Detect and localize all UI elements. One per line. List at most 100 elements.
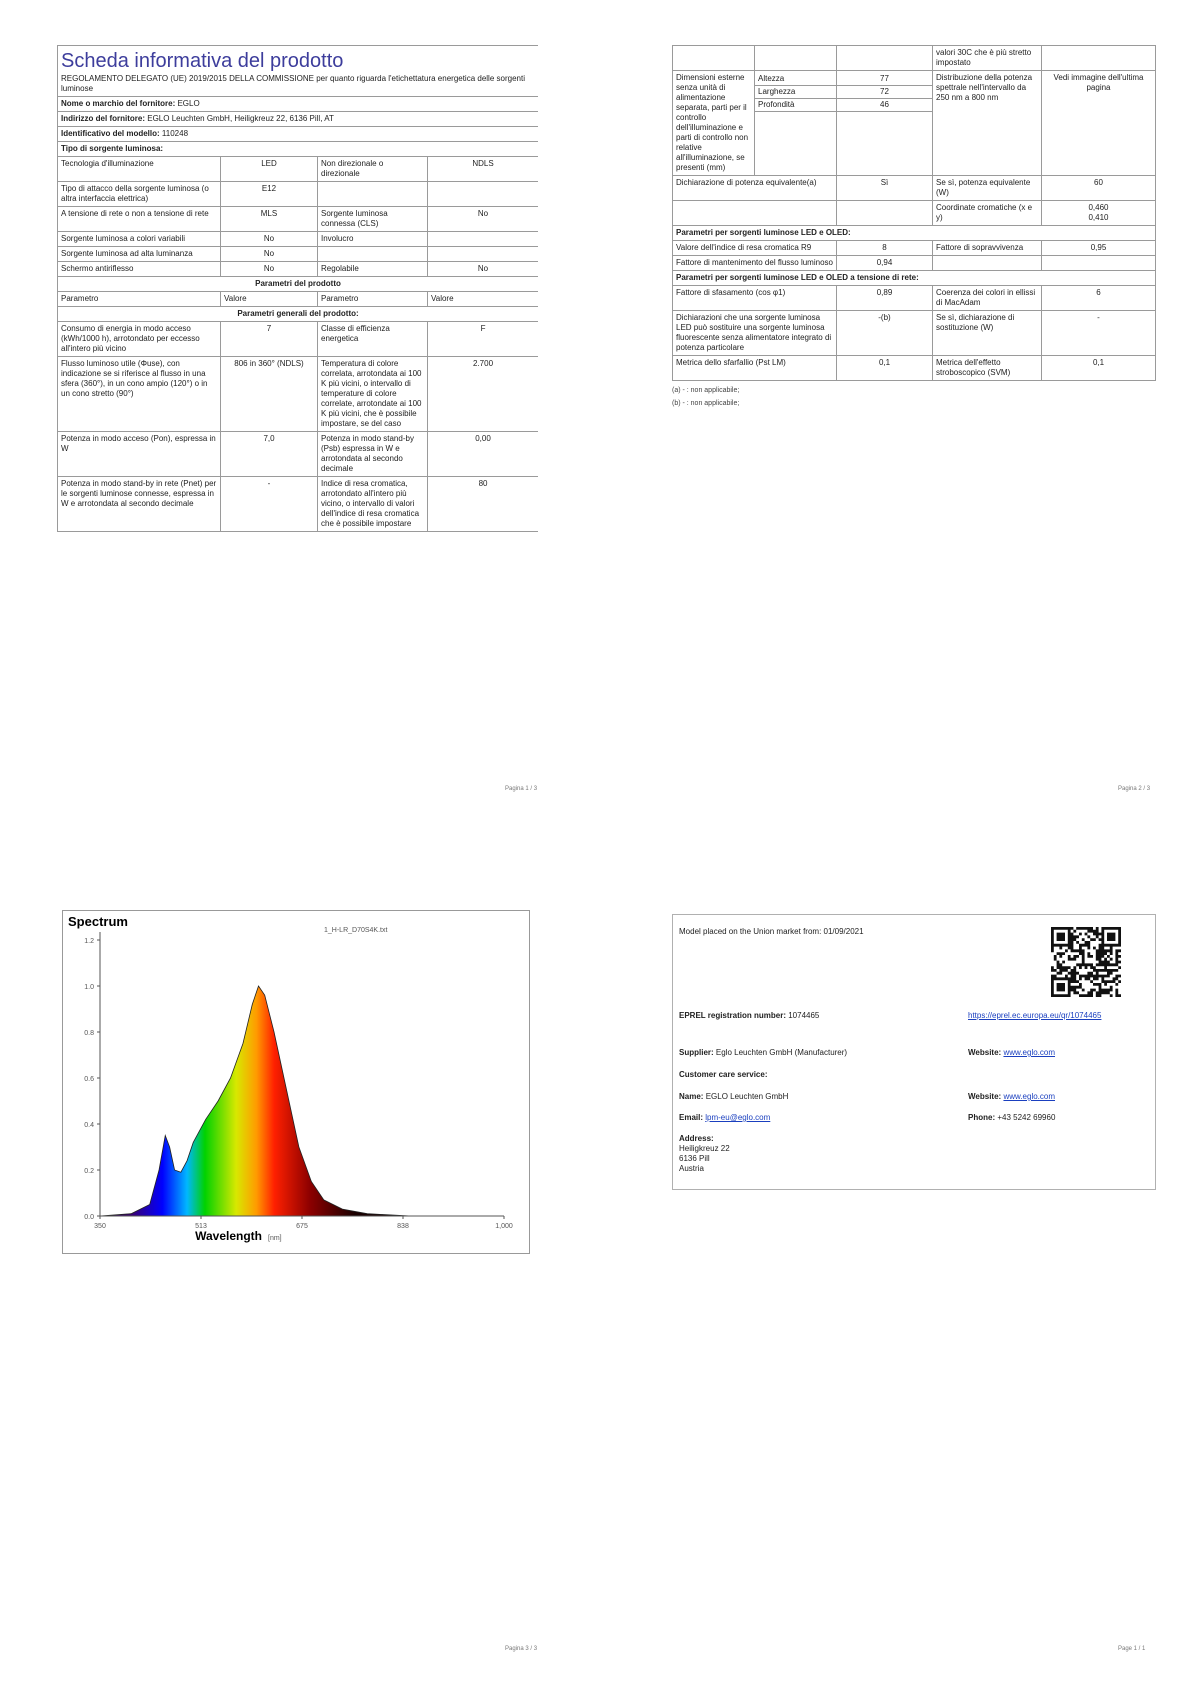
value: EGLO Leuchten GmbH xyxy=(705,1092,789,1101)
table-row: Fattore di mantenimento del flusso lumin… xyxy=(672,255,1156,271)
table-row: Tipo di sorgente luminosa: xyxy=(57,141,538,157)
table-cell xyxy=(754,45,837,71)
table-row: Fattore di sfasamento (cos φ1) 0,89 Coeren… xyxy=(672,285,1156,311)
footnote: (b) - : non applicabile; xyxy=(672,400,740,407)
table-cell: Sorgente luminosa a colori variabili xyxy=(57,231,221,247)
table-cell: 77 72 46 xyxy=(836,70,933,176)
product-sheet-table: valori 30C che è più stretto impostato Di… xyxy=(672,45,1156,381)
table-row: Schermo antiriflesso No Regolabile No xyxy=(57,261,538,277)
legend-text: 1_H-LR_D70S4K.txt xyxy=(324,927,387,934)
dimension-value: 77 xyxy=(837,73,932,86)
address-line: 6136 Pill xyxy=(679,1154,710,1163)
table-cell: Flusso luminoso utile (Φuse), con indica… xyxy=(57,356,221,432)
value: 01/09/2021 xyxy=(823,927,864,936)
table-row: Identificativo del modello: 110248 xyxy=(57,126,538,142)
table-cell: valori 30C che è più stretto impostato xyxy=(932,45,1042,71)
chroma-y: 0,410 xyxy=(1088,213,1109,222)
qr-code xyxy=(1051,927,1121,997)
dimension-value: 46 xyxy=(837,99,932,112)
label: Model placed on the Union market from: xyxy=(679,927,822,936)
label: EPREL registration number: xyxy=(679,1011,786,1020)
table-row: Parametri del prodotto xyxy=(57,276,538,292)
table-cell: NDLS xyxy=(426,156,538,182)
table-cell: Valore dell'indice di resa cromatica R9 xyxy=(672,240,837,256)
table-cell: Sorgente luminosa connessa (CLS) xyxy=(317,206,428,232)
page-footer: Pagina 2 / 3 xyxy=(1118,786,1151,792)
table-cell: 0,460 0,410 xyxy=(1041,200,1156,226)
table-cell: 7,0 xyxy=(220,431,318,477)
eprel-box: Model placed on the Union market from: 0… xyxy=(672,914,1156,1190)
table-cell: 0,00 xyxy=(426,431,538,477)
table-cell: 7 xyxy=(220,321,318,357)
label: Name: xyxy=(679,1092,704,1101)
table-row: Dichiarazioni che una sorgente luminosa … xyxy=(672,310,1156,356)
table-cell xyxy=(836,200,933,226)
table-cell: No xyxy=(426,206,538,232)
table-cell: Vedi immagine dell'ultima pagina xyxy=(1041,70,1156,176)
table-cell: Distribuzione della potenza spettrale ne… xyxy=(932,70,1042,176)
table-row: Parametro Valore Parametro Valore xyxy=(57,291,538,307)
email-link[interactable]: lpm-eu@eglo.com xyxy=(705,1113,771,1122)
label: Email: xyxy=(679,1113,704,1122)
x-axis-unit: [nm] xyxy=(268,1235,282,1242)
table-row: Indirizzo del fornitore: EGLO Leuchten G… xyxy=(57,111,538,127)
table-row: Coordinate cromatiche (x e y) 0,460 0,410 xyxy=(672,200,1156,226)
eprel-link[interactable]: https://eprel.ec.europa.eu/qr/1074465 xyxy=(968,1011,1102,1020)
page-footer: Pagina 3 / 3 xyxy=(505,1646,538,1652)
table-cell: Dichiarazioni che una sorgente luminosa … xyxy=(672,310,837,356)
spectrum-area xyxy=(99,985,504,1217)
label: Website: xyxy=(968,1092,1002,1101)
placed-line: Model placed on the Union market from: 0… xyxy=(679,927,864,937)
table-cell: Parametri del prodotto xyxy=(57,276,538,292)
table-cell: Fattore di mantenimento del flusso lumin… xyxy=(672,255,837,271)
table-row: Parametri generali del prodotto: xyxy=(57,306,538,322)
table-cell: Indice di resa cromatica, arrotondato al… xyxy=(317,476,428,532)
table-cell: 0,89 xyxy=(836,285,933,311)
website-link[interactable]: www.eglo.com xyxy=(1003,1092,1056,1101)
table-cell xyxy=(672,45,755,71)
x-axis-label: Wavelength xyxy=(195,1229,262,1243)
y-tick-label: 0.2 xyxy=(84,1168,94,1175)
table-cell: Scheda informativa del prodotto REGOLAMEN… xyxy=(57,45,538,97)
address-line: Heiligkreuz 22 xyxy=(679,1144,730,1153)
x-tick-label: 838 xyxy=(397,1223,409,1230)
table-cell: Schermo antiriflesso xyxy=(57,261,221,277)
table-cell: Fattore di sfasamento (cos φ1) xyxy=(672,285,837,311)
table-cell: Parametri per sorgenti luminose LED e OL… xyxy=(672,270,1156,286)
info-value: EGLO Leuchten GmbH, Heiligkreuz 22, 6136… xyxy=(147,114,334,123)
x-tick-label: 350 xyxy=(94,1223,106,1230)
y-tick-label: 0.8 xyxy=(84,1030,94,1037)
table-row: Flusso luminoso utile (Φuse), con indica… xyxy=(57,356,538,432)
table-cell: Consumo di energia in modo acceso (kWh/1… xyxy=(57,321,221,357)
qr-modules xyxy=(1051,927,1121,997)
table-cell: Valore xyxy=(220,291,318,307)
table-row: Tipo di attacco della sorgente luminosa … xyxy=(57,181,538,207)
x-tick-label: 1,000 xyxy=(495,1223,513,1230)
table-cell: 8 xyxy=(836,240,933,256)
table-cell: Parametro xyxy=(317,291,428,307)
table-cell: A tensione di rete o non a tensione di r… xyxy=(57,206,221,232)
table-cell: Sì xyxy=(836,175,933,201)
table-cell: 2.700 xyxy=(426,356,538,432)
footnotes: (a) - : non applicabile; (b) - : non appl… xyxy=(672,384,1155,410)
table-cell xyxy=(1041,45,1156,71)
table-cell: 0,94 xyxy=(836,255,933,271)
table-cell: Coerenza dei colori in ellissi di MacAda… xyxy=(932,285,1042,311)
table-cell: Tipo di sorgente luminosa: xyxy=(57,141,538,157)
table-cell: 0,1 xyxy=(836,355,933,381)
table-row: Consumo di energia in modo acceso (kWh/1… xyxy=(57,321,538,357)
name-line: Name: EGLO Leuchten GmbH xyxy=(679,1092,788,1102)
y-tick-label: 0.4 xyxy=(84,1122,94,1129)
table-cell: Coordinate cromatiche (x e y) xyxy=(932,200,1042,226)
dimension-value: 72 xyxy=(837,86,932,99)
label: Phone: xyxy=(968,1113,996,1122)
sheet-title: Scheda informativa del prodotto xyxy=(61,50,344,72)
address-line: Austria xyxy=(679,1164,704,1173)
table-cell: Tecnologia d'illuminazione xyxy=(57,156,221,182)
table-cell: Involucro xyxy=(317,231,428,247)
table-cell: No xyxy=(220,246,318,262)
table-cell xyxy=(317,246,428,262)
website-link[interactable]: www.eglo.com xyxy=(1003,1048,1056,1057)
table-cell: Fattore di sopravvivenza xyxy=(932,240,1042,256)
y-tick-label: 1.0 xyxy=(84,984,94,991)
